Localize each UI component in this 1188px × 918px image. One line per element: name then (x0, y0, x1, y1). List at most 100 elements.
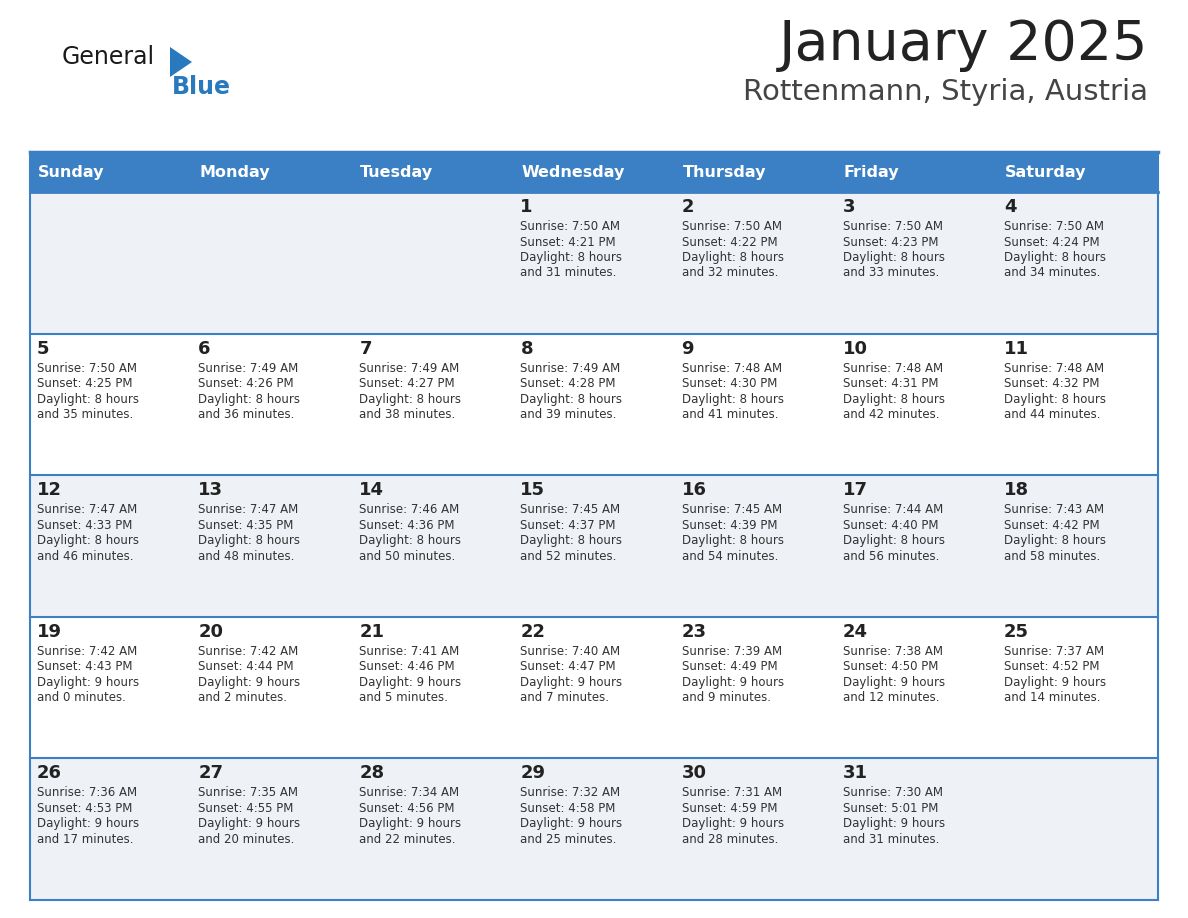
Text: Sunrise: 7:50 AM: Sunrise: 7:50 AM (842, 220, 943, 233)
Text: and 56 minutes.: and 56 minutes. (842, 550, 939, 563)
Text: Daylight: 9 hours: Daylight: 9 hours (37, 676, 139, 688)
Text: Daylight: 9 hours: Daylight: 9 hours (1004, 676, 1106, 688)
Text: Sunrise: 7:50 AM: Sunrise: 7:50 AM (1004, 220, 1104, 233)
Text: Sunset: 4:56 PM: Sunset: 4:56 PM (359, 802, 455, 815)
Text: Sunset: 4:36 PM: Sunset: 4:36 PM (359, 519, 455, 532)
Text: Sunset: 4:22 PM: Sunset: 4:22 PM (682, 236, 777, 249)
Text: 13: 13 (198, 481, 223, 499)
Text: and 17 minutes.: and 17 minutes. (37, 833, 133, 845)
Text: and 50 minutes.: and 50 minutes. (359, 550, 455, 563)
Text: Sunrise: 7:45 AM: Sunrise: 7:45 AM (520, 503, 620, 516)
Text: 5: 5 (37, 340, 50, 358)
Text: Sunrise: 7:43 AM: Sunrise: 7:43 AM (1004, 503, 1104, 516)
Text: Sunset: 4:33 PM: Sunset: 4:33 PM (37, 519, 132, 532)
Text: 28: 28 (359, 765, 385, 782)
Text: Sunset: 4:21 PM: Sunset: 4:21 PM (520, 236, 617, 249)
Text: and 44 minutes.: and 44 minutes. (1004, 409, 1100, 421)
Text: Sunrise: 7:36 AM: Sunrise: 7:36 AM (37, 787, 137, 800)
Text: Daylight: 8 hours: Daylight: 8 hours (198, 393, 301, 406)
Text: Rottenmann, Styria, Austria: Rottenmann, Styria, Austria (742, 78, 1148, 106)
Text: and 48 minutes.: and 48 minutes. (198, 550, 295, 563)
Text: 8: 8 (520, 340, 533, 358)
Text: Sunrise: 7:45 AM: Sunrise: 7:45 AM (682, 503, 782, 516)
Text: Sunset: 4:50 PM: Sunset: 4:50 PM (842, 660, 939, 673)
Text: Sunset: 4:49 PM: Sunset: 4:49 PM (682, 660, 777, 673)
Text: Daylight: 9 hours: Daylight: 9 hours (682, 817, 784, 831)
Text: Daylight: 9 hours: Daylight: 9 hours (520, 676, 623, 688)
Text: 1: 1 (520, 198, 533, 216)
Text: Sunrise: 7:47 AM: Sunrise: 7:47 AM (198, 503, 298, 516)
Text: and 46 minutes.: and 46 minutes. (37, 550, 133, 563)
Text: 6: 6 (198, 340, 210, 358)
Text: Daylight: 8 hours: Daylight: 8 hours (1004, 251, 1106, 264)
Text: Daylight: 8 hours: Daylight: 8 hours (842, 534, 944, 547)
Text: Sunrise: 7:49 AM: Sunrise: 7:49 AM (359, 362, 460, 375)
Text: Daylight: 8 hours: Daylight: 8 hours (1004, 393, 1106, 406)
Bar (30, 758, 1158, 900)
Text: Daylight: 8 hours: Daylight: 8 hours (520, 393, 623, 406)
Text: and 35 minutes.: and 35 minutes. (37, 409, 133, 421)
Text: Daylight: 9 hours: Daylight: 9 hours (37, 817, 139, 831)
Bar (30, 192, 1158, 333)
Text: 14: 14 (359, 481, 384, 499)
Text: Sunset: 4:55 PM: Sunset: 4:55 PM (198, 802, 293, 815)
Text: Sunset: 4:24 PM: Sunset: 4:24 PM (1004, 236, 1099, 249)
Text: Sunrise: 7:48 AM: Sunrise: 7:48 AM (1004, 362, 1104, 375)
Text: and 52 minutes.: and 52 minutes. (520, 550, 617, 563)
Text: Sunset: 4:31 PM: Sunset: 4:31 PM (842, 377, 939, 390)
Text: Sunrise: 7:34 AM: Sunrise: 7:34 AM (359, 787, 460, 800)
Text: Sunrise: 7:49 AM: Sunrise: 7:49 AM (198, 362, 298, 375)
Text: Sunset: 4:25 PM: Sunset: 4:25 PM (37, 377, 133, 390)
Text: and 20 minutes.: and 20 minutes. (198, 833, 295, 845)
Text: 12: 12 (37, 481, 62, 499)
Text: and 22 minutes.: and 22 minutes. (359, 833, 456, 845)
Text: Sunrise: 7:42 AM: Sunrise: 7:42 AM (198, 644, 298, 658)
Text: Sunrise: 7:37 AM: Sunrise: 7:37 AM (1004, 644, 1104, 658)
Text: Blue: Blue (172, 75, 230, 99)
Bar (30, 476, 1158, 617)
Text: and 12 minutes.: and 12 minutes. (842, 691, 940, 704)
Text: and 38 minutes.: and 38 minutes. (359, 409, 455, 421)
Text: 9: 9 (682, 340, 694, 358)
Text: Sunrise: 7:31 AM: Sunrise: 7:31 AM (682, 787, 782, 800)
Text: Daylight: 8 hours: Daylight: 8 hours (359, 534, 461, 547)
Text: and 31 minutes.: and 31 minutes. (842, 833, 939, 845)
Text: 4: 4 (1004, 198, 1017, 216)
Text: General: General (62, 45, 156, 69)
Text: Sunrise: 7:44 AM: Sunrise: 7:44 AM (842, 503, 943, 516)
Text: Daylight: 9 hours: Daylight: 9 hours (359, 676, 461, 688)
Text: Sunrise: 7:46 AM: Sunrise: 7:46 AM (359, 503, 460, 516)
Text: Friday: Friday (843, 164, 899, 180)
Text: Daylight: 9 hours: Daylight: 9 hours (842, 817, 944, 831)
Text: and 9 minutes.: and 9 minutes. (682, 691, 771, 704)
Text: Thursday: Thursday (683, 164, 766, 180)
Text: Sunset: 4:44 PM: Sunset: 4:44 PM (198, 660, 293, 673)
Text: 22: 22 (520, 622, 545, 641)
Text: 27: 27 (198, 765, 223, 782)
Text: Saturday: Saturday (1005, 164, 1086, 180)
Text: 24: 24 (842, 622, 867, 641)
Text: Sunrise: 7:42 AM: Sunrise: 7:42 AM (37, 644, 138, 658)
Text: and 33 minutes.: and 33 minutes. (842, 266, 939, 279)
Bar (30, 333, 1158, 476)
Text: Daylight: 8 hours: Daylight: 8 hours (37, 393, 139, 406)
Text: and 42 minutes.: and 42 minutes. (842, 409, 940, 421)
Text: and 41 minutes.: and 41 minutes. (682, 409, 778, 421)
Text: 30: 30 (682, 765, 707, 782)
Text: Sunset: 4:59 PM: Sunset: 4:59 PM (682, 802, 777, 815)
Text: 18: 18 (1004, 481, 1029, 499)
Text: and 58 minutes.: and 58 minutes. (1004, 550, 1100, 563)
Text: Daylight: 8 hours: Daylight: 8 hours (520, 251, 623, 264)
Text: Monday: Monday (200, 164, 270, 180)
Text: Sunrise: 7:48 AM: Sunrise: 7:48 AM (842, 362, 943, 375)
Text: Daylight: 9 hours: Daylight: 9 hours (198, 817, 301, 831)
Text: Sunset: 4:58 PM: Sunset: 4:58 PM (520, 802, 615, 815)
Text: Daylight: 8 hours: Daylight: 8 hours (359, 393, 461, 406)
Text: 17: 17 (842, 481, 867, 499)
Text: 11: 11 (1004, 340, 1029, 358)
Text: Sunrise: 7:41 AM: Sunrise: 7:41 AM (359, 644, 460, 658)
Polygon shape (170, 47, 192, 77)
Text: Sunset: 4:42 PM: Sunset: 4:42 PM (1004, 519, 1099, 532)
Text: January 2025: January 2025 (778, 18, 1148, 72)
Text: and 7 minutes.: and 7 minutes. (520, 691, 609, 704)
